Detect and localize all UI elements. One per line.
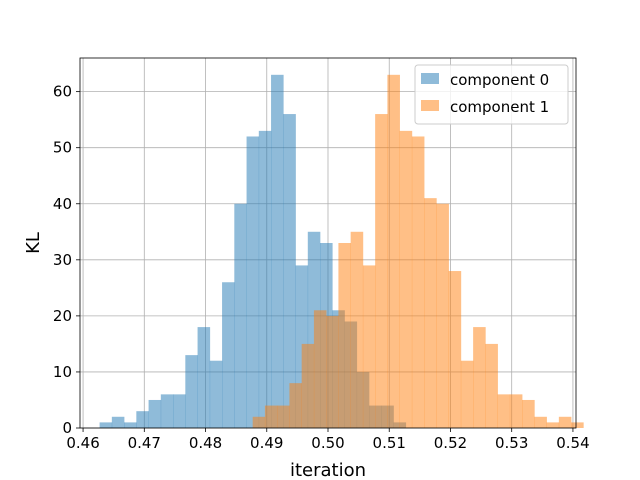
x-tick-label: 0.46 — [66, 434, 99, 452]
bar-series-1-bin-1 — [264, 405, 278, 428]
bar-series-0-bin-1 — [111, 416, 125, 428]
y-axis-label: KL — [23, 232, 44, 254]
bar-series-0-bin-5 — [160, 394, 174, 428]
bar-series-0-bin-6 — [173, 394, 186, 428]
y-tick-label: 20 — [53, 307, 72, 325]
bar-series-0-bin-15 — [283, 114, 296, 428]
y-tick-label: 30 — [53, 251, 72, 269]
y-tick-label: 10 — [53, 363, 72, 381]
y-tick-label: 50 — [53, 139, 72, 157]
bar-series-0-bin-14 — [271, 74, 284, 429]
y-axis-ticks: 0 10 20 30 40 50 60 — [53, 83, 80, 437]
bar-series-0-bin-3 — [136, 411, 149, 428]
legend-label-component-1: component 1 — [450, 98, 549, 116]
bar-series-0-bin-0 — [99, 422, 113, 428]
bar-series-1-bin-5 — [313, 310, 327, 428]
x-tick-label: 0.51 — [373, 434, 406, 452]
bar-series-1-bin-14 — [424, 198, 437, 428]
bar-series-1-bin-0 — [252, 416, 266, 428]
bar-series-0-bin-12 — [246, 136, 260, 428]
bar-series-1-bin-8 — [350, 231, 364, 428]
bar-series-1-bin-21 — [509, 394, 523, 428]
y-tick-label: 60 — [53, 83, 72, 101]
x-tick-label: 0.49 — [250, 434, 283, 452]
bar-series-1-bin-2 — [277, 405, 290, 428]
bar-series-1-bin-3 — [289, 383, 302, 428]
bar-series-1-bin-6 — [326, 315, 339, 428]
x-tick-label: 0.50 — [311, 434, 344, 452]
bar-series-1-bin-25 — [558, 416, 572, 428]
legend-frame — [414, 64, 569, 125]
y-tick-label: 40 — [53, 195, 72, 213]
bar-series-0-bin-2 — [124, 422, 137, 428]
bar-series-0-bin-13 — [258, 130, 272, 428]
series-1-bars — [252, 74, 584, 429]
bar-series-0-bin-8 — [197, 327, 211, 428]
bar-series-1-bin-13 — [411, 136, 425, 428]
bar-series-1-bin-7 — [338, 243, 351, 428]
bar-series-1-bin-10 — [375, 114, 388, 428]
legend-swatch-component-0 — [421, 73, 439, 84]
y-tick-label: 0 — [62, 419, 72, 437]
bar-series-0-bin-11 — [234, 203, 247, 428]
bar-series-1-bin-20 — [497, 394, 511, 428]
bar-series-1-bin-18 — [473, 327, 486, 428]
bar-series-1-bin-23 — [534, 416, 547, 428]
bar-series-1-bin-22 — [522, 399, 535, 428]
bar-series-1-bin-9 — [362, 265, 376, 428]
legend: component 0 component 1 — [414, 64, 569, 125]
bar-series-1-bin-12 — [399, 130, 413, 428]
bar-series-0-bin-9 — [209, 360, 223, 428]
histogram-bars — [99, 74, 584, 429]
bar-series-1-bin-26 — [571, 422, 584, 428]
x-axis-ticks: 0.46 0.47 0.48 0.49 0.50 0.51 0.52 0.53 0.54 — [66, 428, 590, 452]
bar-series-0-bin-4 — [148, 399, 162, 428]
x-axis-label: iteration — [290, 460, 366, 480]
legend-swatch-component-1 — [421, 100, 439, 111]
bar-series-0-bin-7 — [185, 355, 198, 428]
x-tick-label: 0.47 — [128, 434, 161, 452]
x-tick-label: 0.52 — [434, 434, 467, 452]
bar-series-0-bin-10 — [222, 282, 235, 428]
x-tick-label: 0.54 — [556, 434, 589, 452]
bar-series-1-bin-4 — [301, 343, 315, 428]
bar-series-1-bin-16 — [448, 271, 462, 428]
x-tick-label: 0.53 — [495, 434, 528, 452]
bar-series-1-bin-19 — [485, 343, 498, 428]
bar-series-1-bin-11 — [387, 74, 400, 429]
bar-series-1-bin-17 — [460, 360, 474, 428]
bar-series-1-bin-24 — [546, 422, 560, 428]
bar-series-1-bin-15 — [436, 203, 449, 428]
x-tick-label: 0.48 — [189, 434, 222, 452]
legend-label-component-0: component 0 — [450, 71, 549, 89]
